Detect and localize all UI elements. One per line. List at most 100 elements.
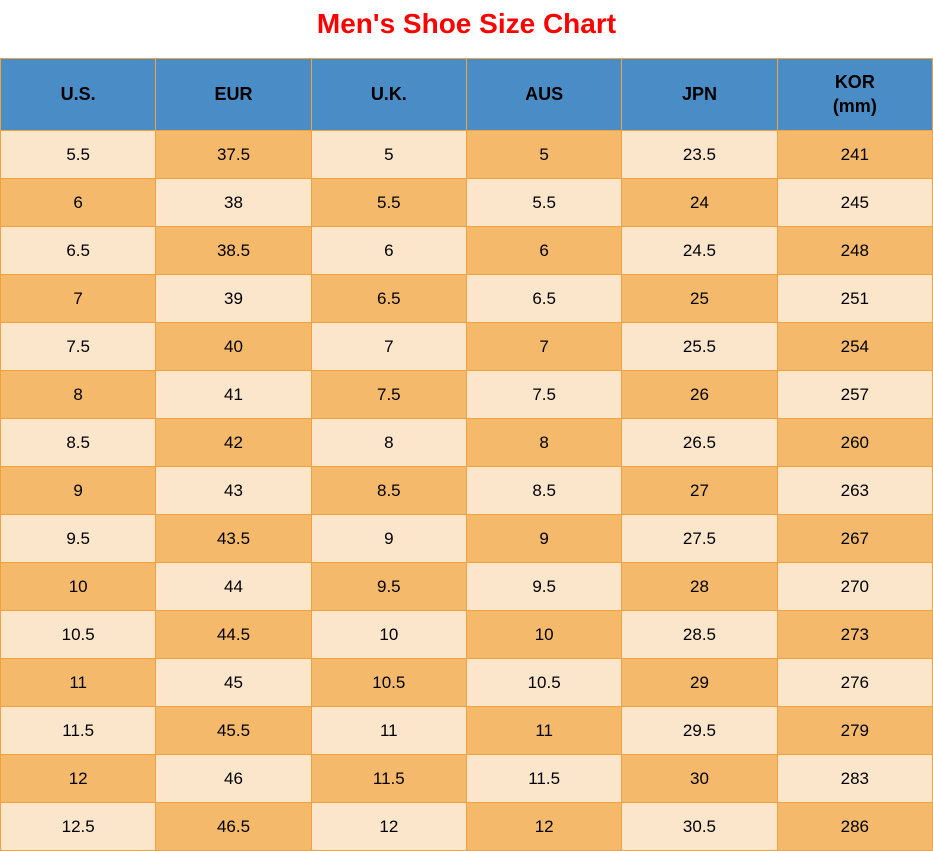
table-cell: 10.5 xyxy=(311,659,466,707)
table-cell: 5.5 xyxy=(311,179,466,227)
table-cell: 25 xyxy=(622,275,777,323)
table-cell: 25.5 xyxy=(622,323,777,371)
table-row: 7.5407725.5254 xyxy=(1,323,933,371)
table-row: 114510.510.529276 xyxy=(1,659,933,707)
table-row: 5.537.55523.5241 xyxy=(1,131,933,179)
table-column-header: AUS xyxy=(466,59,621,131)
table-column-header: U.S. xyxy=(1,59,156,131)
table-cell: 7 xyxy=(466,323,621,371)
table-cell: 11.5 xyxy=(311,755,466,803)
table-cell: 46 xyxy=(156,755,311,803)
table-cell: 6.5 xyxy=(466,275,621,323)
table-cell: 29.5 xyxy=(622,707,777,755)
table-cell: 28.5 xyxy=(622,611,777,659)
table-cell: 11 xyxy=(311,707,466,755)
table-cell: 7.5 xyxy=(466,371,621,419)
table-cell: 44.5 xyxy=(156,611,311,659)
table-cell: 286 xyxy=(777,803,932,851)
page-title: Men's Shoe Size Chart xyxy=(0,0,933,58)
table-cell: 12.5 xyxy=(1,803,156,851)
table-cell: 27 xyxy=(622,467,777,515)
table-cell: 6 xyxy=(311,227,466,275)
table-cell: 257 xyxy=(777,371,932,419)
table-cell: 251 xyxy=(777,275,932,323)
table-cell: 9.5 xyxy=(311,563,466,611)
table-cell: 5 xyxy=(466,131,621,179)
table-cell: 6.5 xyxy=(311,275,466,323)
table-cell: 7 xyxy=(1,275,156,323)
table-cell: 8.5 xyxy=(311,467,466,515)
table-cell: 9.5 xyxy=(466,563,621,611)
table-cell: 30.5 xyxy=(622,803,777,851)
table-cell: 8.5 xyxy=(1,419,156,467)
table-cell: 9 xyxy=(466,515,621,563)
table-cell: 45 xyxy=(156,659,311,707)
table-cell: 28 xyxy=(622,563,777,611)
table-cell: 7 xyxy=(311,323,466,371)
table-cell: 6 xyxy=(1,179,156,227)
table-column-header: U.K. xyxy=(311,59,466,131)
table-cell: 6 xyxy=(466,227,621,275)
table-cell: 29 xyxy=(622,659,777,707)
table-cell: 248 xyxy=(777,227,932,275)
table-cell: 45.5 xyxy=(156,707,311,755)
table-cell: 38 xyxy=(156,179,311,227)
table-row: 10.544.5101028.5273 xyxy=(1,611,933,659)
table-cell: 12 xyxy=(466,803,621,851)
table-cell: 7.5 xyxy=(311,371,466,419)
size-chart-table: U.S.EURU.K.AUSJPNKOR(mm) 5.537.55523.524… xyxy=(0,58,933,851)
table-cell: 5 xyxy=(311,131,466,179)
table-cell: 37.5 xyxy=(156,131,311,179)
table-row: 8.5428826.5260 xyxy=(1,419,933,467)
table-cell: 276 xyxy=(777,659,932,707)
table-row: 7396.56.525251 xyxy=(1,275,933,323)
table-header-row: U.S.EURU.K.AUSJPNKOR(mm) xyxy=(1,59,933,131)
table-cell: 26 xyxy=(622,371,777,419)
table-cell: 8 xyxy=(311,419,466,467)
table-cell: 270 xyxy=(777,563,932,611)
table-column-header: EUR xyxy=(156,59,311,131)
table-cell: 10.5 xyxy=(466,659,621,707)
table-row: 11.545.5111129.5279 xyxy=(1,707,933,755)
table-cell: 7.5 xyxy=(1,323,156,371)
table-cell: 260 xyxy=(777,419,932,467)
table-cell: 26.5 xyxy=(622,419,777,467)
table-cell: 10 xyxy=(311,611,466,659)
table-row: 10449.59.528270 xyxy=(1,563,933,611)
table-cell: 11.5 xyxy=(1,707,156,755)
table-cell: 5.5 xyxy=(1,131,156,179)
table-cell: 12 xyxy=(1,755,156,803)
table-cell: 5.5 xyxy=(466,179,621,227)
table-cell: 24 xyxy=(622,179,777,227)
table-cell: 9.5 xyxy=(1,515,156,563)
table-cell: 283 xyxy=(777,755,932,803)
table-cell: 11.5 xyxy=(466,755,621,803)
table-row: 6385.55.524245 xyxy=(1,179,933,227)
table-column-header: JPN xyxy=(622,59,777,131)
table-cell: 9 xyxy=(1,467,156,515)
table-cell: 8 xyxy=(1,371,156,419)
table-cell: 273 xyxy=(777,611,932,659)
table-cell: 241 xyxy=(777,131,932,179)
table-cell: 11 xyxy=(1,659,156,707)
table-cell: 44 xyxy=(156,563,311,611)
table-cell: 24.5 xyxy=(622,227,777,275)
table-row: 12.546.5121230.5286 xyxy=(1,803,933,851)
table-cell: 41 xyxy=(156,371,311,419)
table-cell: 10.5 xyxy=(1,611,156,659)
table-row: 9.543.59927.5267 xyxy=(1,515,933,563)
table-cell: 42 xyxy=(156,419,311,467)
table-cell: 254 xyxy=(777,323,932,371)
table-cell: 38.5 xyxy=(156,227,311,275)
table-cell: 267 xyxy=(777,515,932,563)
table-cell: 23.5 xyxy=(622,131,777,179)
table-cell: 8.5 xyxy=(466,467,621,515)
table-row: 124611.511.530283 xyxy=(1,755,933,803)
table-cell: 12 xyxy=(311,803,466,851)
table-cell: 39 xyxy=(156,275,311,323)
table-cell: 10 xyxy=(1,563,156,611)
table-cell: 8 xyxy=(466,419,621,467)
table-cell: 263 xyxy=(777,467,932,515)
table-row: 8417.57.526257 xyxy=(1,371,933,419)
table-cell: 11 xyxy=(466,707,621,755)
